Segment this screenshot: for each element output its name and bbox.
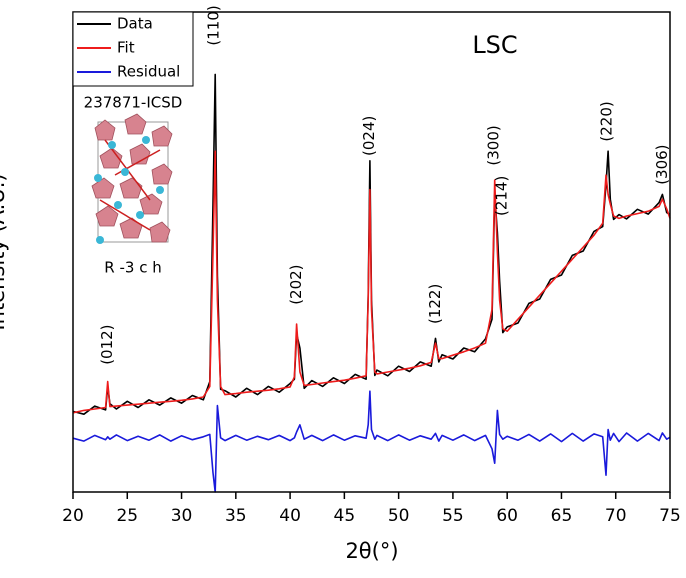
peak-label: (306) (653, 144, 671, 184)
x-tick-label: 50 (388, 506, 410, 526)
legend-label: Data (117, 15, 153, 33)
peak-label: (220) (598, 101, 616, 141)
peak-label: (024) (360, 116, 378, 156)
legend-label: Fit (117, 39, 135, 57)
x-tick-label: 20 (62, 506, 84, 526)
y-axis-label: Intensity (A.U.) (0, 173, 9, 330)
legend-label: Residual (117, 63, 180, 81)
peak-label: (202) (287, 264, 305, 304)
peak-label: (300) (485, 125, 503, 165)
x-tick-label: 70 (605, 506, 627, 526)
inset-label: R -3 c h (104, 259, 161, 277)
chart-title: LSC (472, 31, 517, 59)
x-tick-label: 30 (171, 506, 193, 526)
peak-label: (122) (426, 284, 444, 324)
x-tick-label: 65 (551, 506, 573, 526)
x-axis-label: 2θ(°) (345, 539, 398, 563)
x-tick-label: 45 (334, 506, 356, 526)
x-tick-label: 75 (659, 506, 681, 526)
x-tick-label: 60 (496, 506, 518, 526)
crystal-structure (92, 114, 172, 244)
x-tick-label: 35 (225, 506, 247, 526)
x-tick-label: 25 (116, 506, 138, 526)
x-tick-label: 40 (279, 506, 301, 526)
peak-label: (012) (98, 324, 116, 364)
x-tick-label: 55 (442, 506, 464, 526)
peak-label: (214) (492, 176, 510, 216)
series-line (73, 391, 670, 492)
inset-label: 237871-ICSD (84, 94, 183, 112)
chart: Intensity (A.U.) 2θ(°) LSC 237871-ICSD R… (0, 0, 686, 574)
